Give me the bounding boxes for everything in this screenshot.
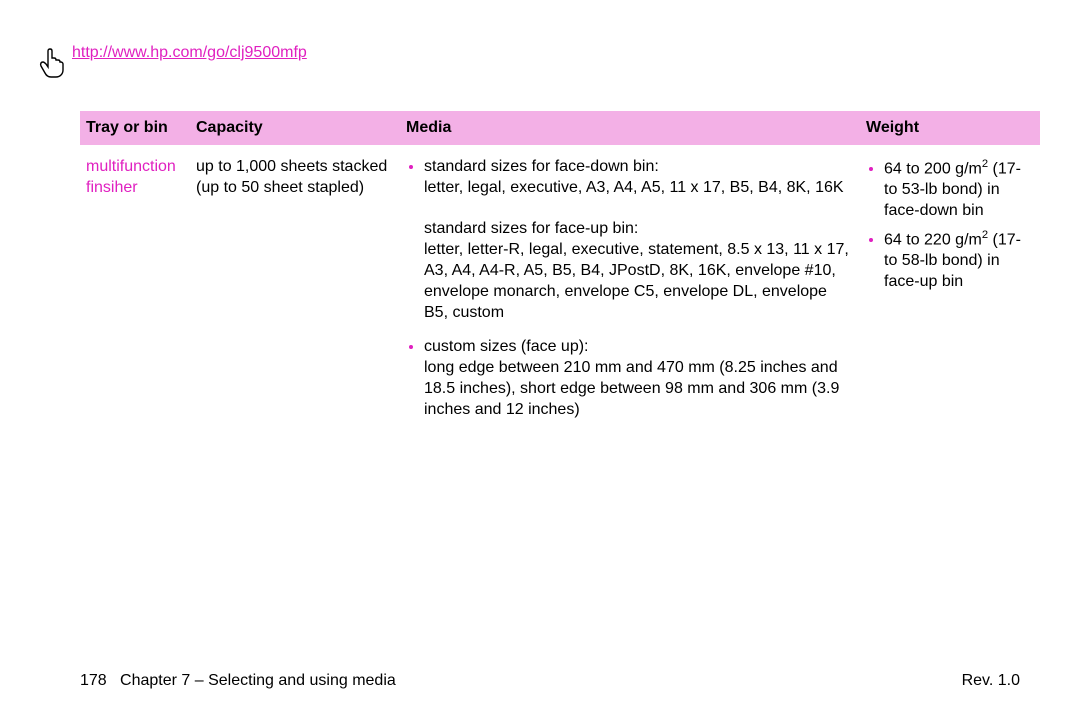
media-faceup-lead: standard sizes for face-up bin: (424, 220, 638, 237)
footer-left: 178 Chapter 7 – Selecting and using medi… (80, 672, 396, 690)
cell-capacity: up to 1,000 sheets stacked (up to 50 she… (190, 145, 400, 445)
table-header-row: Tray or bin Capacity Media Weight (80, 111, 1040, 145)
weight-list: 64 to 200 g/m2 (17- to 53-lb bond) in fa… (866, 157, 1030, 292)
col-header-capacity: Capacity (190, 111, 400, 145)
weight-item-facedown: 64 to 200 g/m2 (17- to 53-lb bond) in fa… (884, 157, 1030, 222)
media-item-custom: custom sizes (face up): long edge betwee… (424, 337, 850, 420)
media-faceup-body: letter, letter-R, legal, executive, stat… (424, 241, 849, 320)
media-custom-body: long edge between 210 mm and 470 mm (8.2… (424, 359, 839, 418)
header-row: http://www.hp.com/go/clj9500mfp (38, 44, 1020, 83)
media-facedown-body: letter, legal, executive, A3, A4, A5, 11… (424, 179, 844, 196)
media-list: standard sizes for face-down bin: letter… (406, 157, 850, 421)
chapter-title: Chapter 7 – Selecting and using media (120, 672, 396, 689)
media-item-standard: standard sizes for face-down bin: letter… (424, 157, 850, 323)
tray-name: multifunction finsiher (86, 158, 176, 196)
col-header-weight: Weight (860, 111, 1040, 145)
weight-2a: 64 to 220 g/m (884, 231, 982, 248)
weight-1a: 64 to 200 g/m (884, 160, 982, 177)
cell-weight: 64 to 200 g/m2 (17- to 53-lb bond) in fa… (860, 145, 1040, 445)
page-content: http://www.hp.com/go/clj9500mfp Tray or … (0, 0, 1080, 445)
media-spacer (424, 200, 428, 217)
spec-table: Tray or bin Capacity Media Weight multif… (80, 111, 1040, 445)
weight-item-faceup: 64 to 220 g/m2 (17- to 58-lb bond) in fa… (884, 228, 1030, 293)
cell-media: standard sizes for face-down bin: letter… (400, 145, 860, 445)
col-header-media: Media (400, 111, 860, 145)
col-header-tray: Tray or bin (80, 111, 190, 145)
media-facedown-lead: standard sizes for face-down bin: (424, 158, 659, 175)
page-footer: 178 Chapter 7 – Selecting and using medi… (80, 672, 1020, 690)
product-url-link[interactable]: http://www.hp.com/go/clj9500mfp (72, 44, 307, 62)
footer-right: Rev. 1.0 (962, 672, 1020, 690)
table-row: multifunction finsiher up to 1,000 sheet… (80, 145, 1040, 445)
cell-tray: multifunction finsiher (80, 145, 190, 445)
spec-table-container: Tray or bin Capacity Media Weight multif… (80, 111, 1020, 445)
pointer-icon (38, 44, 72, 83)
media-custom-lead: custom sizes (face up): (424, 338, 589, 355)
page-number: 178 (80, 672, 107, 689)
